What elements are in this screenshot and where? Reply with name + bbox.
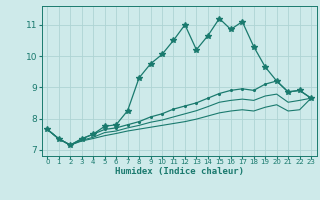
X-axis label: Humidex (Indice chaleur): Humidex (Indice chaleur) [115,167,244,176]
